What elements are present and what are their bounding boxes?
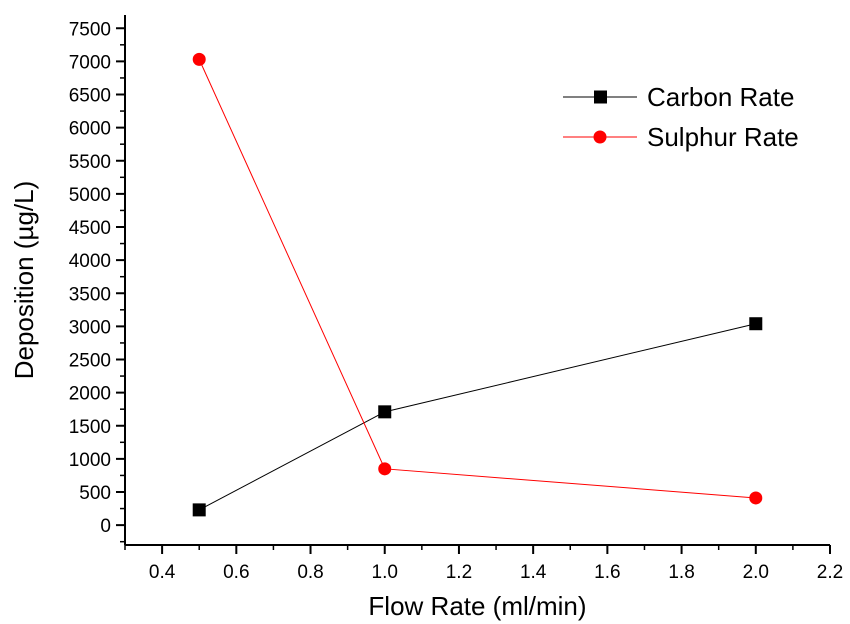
data-point-sulphur	[192, 52, 206, 66]
axes	[124, 15, 830, 546]
y-tick-label: 500	[79, 483, 111, 504]
x-tick-label: 0.8	[297, 562, 323, 583]
x-tick-label: 1.0	[372, 562, 398, 583]
x-tick-label: 0.4	[149, 562, 176, 583]
legend: Carbon Rate Sulphur Rate	[563, 82, 799, 152]
data-point-carbon	[378, 405, 392, 419]
y-tick-label: 1500	[69, 417, 111, 438]
series-line-carbon	[198, 323, 756, 511]
y-tick-label: 7000	[69, 52, 111, 73]
legend-label-sulphur: Sulphur Rate	[647, 122, 799, 152]
y-tick-label: 3000	[69, 317, 111, 338]
x-tick-label: 0.6	[223, 562, 249, 583]
data-point-carbon	[192, 503, 206, 517]
data-point-sulphur	[749, 491, 763, 505]
x-axis-title: Flow Rate (ml/min)	[368, 591, 586, 621]
legend-marker-carbon	[594, 90, 607, 104]
legend-item-carbon: Carbon Rate	[563, 82, 794, 112]
y-tick-label: 5000	[69, 185, 111, 206]
x-tick-label: 1.8	[668, 562, 694, 583]
x-tick-label: 2.0	[743, 562, 769, 583]
y-tick-label: 6000	[69, 119, 111, 140]
data-point-sulphur	[378, 462, 392, 476]
y-tick-label: 1000	[69, 450, 111, 471]
legend-item-sulphur: Sulphur Rate	[563, 122, 799, 152]
y-tick-label: 6500	[69, 86, 111, 107]
y-tick-label: 5500	[69, 152, 111, 173]
y-tick-label: 4500	[69, 218, 111, 239]
series-layer	[192, 52, 763, 517]
y-axis-title: Deposition (µg/L)	[9, 181, 39, 380]
y-tick-label: 2500	[69, 351, 111, 372]
legend-label-carbon: Carbon Rate	[647, 82, 794, 112]
x-tick-label: 2.2	[817, 562, 843, 583]
legend-marker-sulphur	[593, 130, 607, 144]
data-point-carbon	[749, 317, 763, 331]
x-tick-label: 1.6	[594, 562, 620, 583]
x-tick-label: 1.2	[446, 562, 472, 583]
x-tick-label: 1.4	[520, 562, 547, 583]
y-tick-label: 7500	[69, 19, 111, 40]
y-tick-label: 2000	[69, 384, 111, 405]
x-axis-ticks: 0.4 0.6 0.8 1.0 1.2 1.4 1.6 1.8 2.0 2.2	[124, 545, 843, 583]
y-tick-label: 3500	[69, 284, 111, 305]
y-tick-label: 4000	[69, 251, 111, 272]
y-axis-ticks: 0 500 1000 1500 2000 2500 3000 3500 4000 4500 5000…	[69, 19, 125, 543]
y-tick-label: 0	[100, 516, 111, 537]
